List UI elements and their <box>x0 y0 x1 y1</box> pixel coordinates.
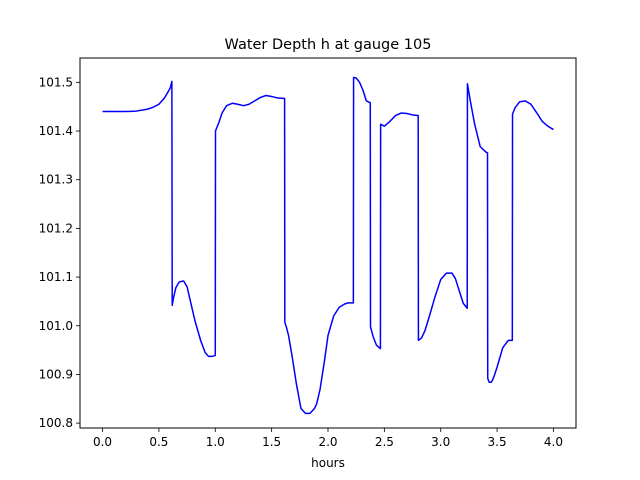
x-tick-label: 0.5 <box>149 435 168 449</box>
x-tick-label: 1.0 <box>206 435 225 449</box>
x-tick-label: 1.5 <box>262 435 281 449</box>
x-axis-label: hours <box>311 456 345 470</box>
y-tick-label: 101.0 <box>39 319 73 333</box>
y-tick-label: 101.4 <box>39 124 73 138</box>
x-tick-label: 2.5 <box>375 435 394 449</box>
x-tick-label: 3.0 <box>431 435 450 449</box>
x-tick-label: 3.5 <box>488 435 507 449</box>
series-line <box>102 76 554 415</box>
y-axis: 100.8 100.9 101.0 101.1 101.2 101.3 101.4 101.5 <box>39 75 80 430</box>
y-tick-label: 100.9 <box>39 367 73 381</box>
y-tick-label: 101.3 <box>39 173 73 187</box>
x-tick-label: 2.0 <box>318 435 337 449</box>
chart-title: Water Depth h at gauge 105 <box>225 37 432 53</box>
x-tick-label: 0.0 <box>93 435 112 449</box>
y-tick-label: 100.8 <box>39 416 73 430</box>
x-tick-label: 4.0 <box>544 435 563 449</box>
y-tick-label: 101.5 <box>39 75 73 89</box>
plot-area <box>102 76 554 415</box>
axes-frame <box>79 57 577 429</box>
y-tick-label: 101.2 <box>39 221 73 235</box>
y-tick-label: 101.1 <box>39 270 73 284</box>
x-axis: 0.0 0.5 1.0 1.5 2.0 2.5 3.0 3.5 4.0 <box>93 428 563 449</box>
